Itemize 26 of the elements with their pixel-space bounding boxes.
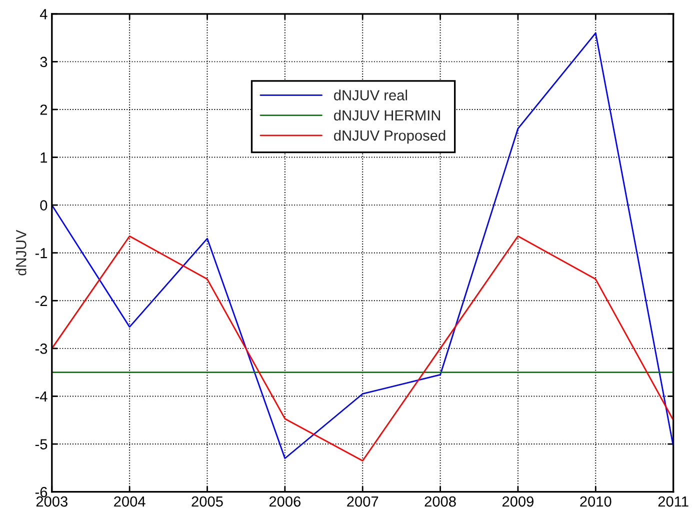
y-tick-label: 0 (40, 200, 48, 210)
x-tick-label: 2003 (36, 496, 68, 507)
x-tick-label: 2006 (269, 496, 301, 507)
y-tick-label: -5 (35, 439, 48, 450)
y-tick-label: -4 (35, 391, 48, 402)
y-tick-label: 1 (40, 152, 48, 163)
y-tick-label: 4 (40, 9, 48, 20)
y-axis-title: dNJUV (16, 230, 26, 276)
y-tick-label: -6 (35, 486, 48, 498)
x-tick-label: 2009 (502, 496, 534, 507)
x-tick-label: 2005 (192, 496, 223, 507)
x-tick-label: 2008 (424, 496, 456, 507)
y-tick-label: -1 (35, 248, 48, 258)
y-tick-label: -3 (35, 344, 48, 354)
line-series (52, 32, 674, 460)
x-tick-label: 2011 (658, 496, 688, 507)
line-series (52, 235, 674, 462)
y-tick-label: 2 (40, 104, 47, 115)
x-tick-label: 2007 (347, 496, 378, 507)
legend-label: dNJUV real (334, 90, 407, 100)
x-tick-label: 2004 (114, 496, 146, 507)
x-tick-label: 2010 (580, 496, 612, 507)
y-tick-label: -2 (35, 296, 47, 306)
legend-label: dNJUV HERMIN (334, 110, 440, 121)
legend-label: dNJUV Proposed (334, 130, 446, 144)
y-tick-label: 3 (40, 56, 48, 68)
